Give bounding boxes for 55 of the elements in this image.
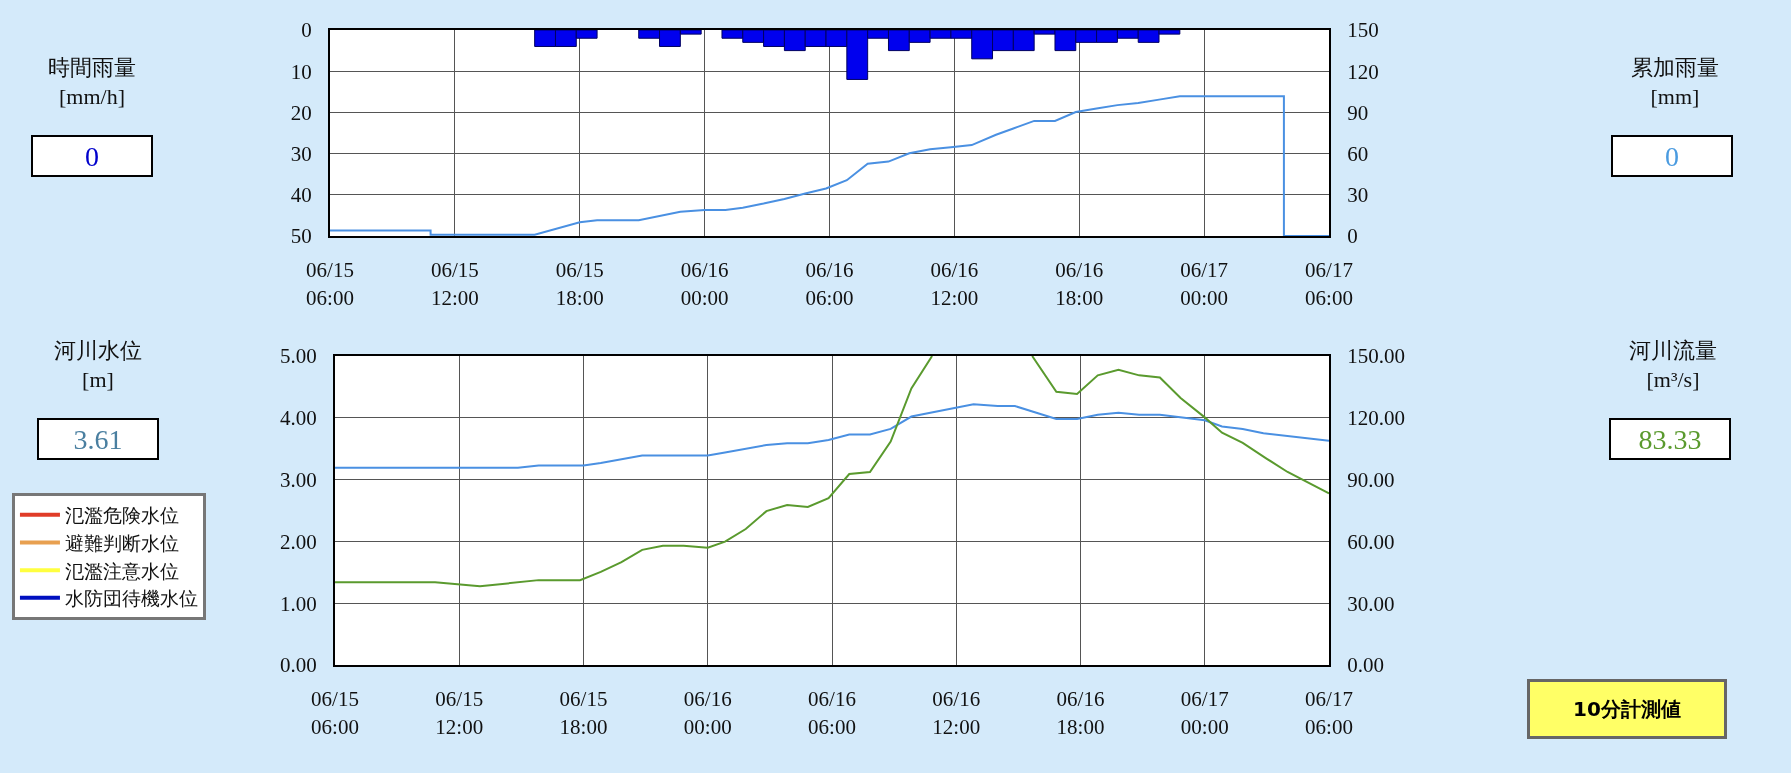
y2-tick-label: 0 [1347, 224, 1358, 249]
x-tick-label: 06/17 00:00 [1180, 258, 1229, 310]
x-tick-label: 06/16 00:00 [683, 687, 732, 739]
text: 3.61 [73, 423, 123, 455]
y-axis-title: 時間雨量 [mm/h] [48, 55, 136, 109]
y-tick-label: 40 [290, 183, 312, 208]
y2-tick-label: 30.00 [1347, 591, 1395, 616]
y-tick-label: 20 [290, 100, 312, 125]
x-tick-label: 06/16 12:00 [930, 258, 979, 310]
y-tick-label: 4.00 [280, 406, 317, 431]
text: 10分計測値 [1573, 697, 1681, 721]
y-tick-label: 30 [290, 141, 312, 166]
x-tick-label: 06/17 00:00 [1180, 687, 1229, 739]
y-axis-title: 河川水位 [m] [54, 338, 142, 392]
x-tick-label: 06/15 12:00 [435, 687, 484, 739]
text: 0 [1665, 140, 1679, 172]
x-tick-label: 06/16 18:00 [1056, 687, 1105, 739]
x-tick-label: 06/16 12:00 [932, 687, 981, 739]
y2-axis-title: 累加雨量 [mm] [1631, 55, 1719, 109]
y2-tick-label: 30 [1347, 183, 1369, 208]
y2-tick-label: 120.00 [1347, 406, 1405, 431]
y-tick-label: 1.00 [280, 591, 317, 616]
y-tick-label: 5.00 [280, 344, 317, 369]
y2-tick-label: 60.00 [1347, 529, 1395, 554]
y2-tick-label: 90 [1347, 100, 1369, 125]
x-tick-label: 06/15 18:00 [559, 687, 608, 739]
y-tick-label: 3.00 [280, 467, 317, 492]
y2-tick-label: 90.00 [1347, 467, 1395, 492]
x-tick-label: 06/16 06:00 [805, 258, 854, 310]
y-tick-label: 2.00 [280, 529, 317, 554]
y2-tick-label: 60 [1347, 141, 1369, 166]
x-tick-label: 06/15 06:00 [311, 687, 359, 739]
x-tick-label: 06/17 06:00 [1305, 258, 1353, 310]
legend-label: 水防団待機水位 [64, 588, 198, 610]
y2-tick-label: 0.00 [1347, 653, 1384, 678]
y-tick-label: 10 [290, 59, 312, 84]
y2-axis-title: 河川流量 [m³/s] [1629, 338, 1717, 392]
y-tick-label: 50 [290, 224, 312, 249]
x-tick-label: 06/15 18:00 [555, 258, 604, 310]
x-tick-label: 06/16 18:00 [1055, 258, 1104, 310]
text: 0 [85, 140, 99, 172]
y2-tick-label: 150.00 [1347, 344, 1405, 369]
legend-label: 氾濫注意水位 [64, 560, 179, 582]
y-tick-label: 0.00 [280, 653, 317, 678]
x-tick-label: 06/15 06:00 [306, 258, 354, 310]
x-tick-label: 06/16 06:00 [808, 687, 856, 739]
y-tick-label: 0 [301, 18, 312, 43]
y2-tick-label: 120 [1347, 59, 1379, 84]
legend-label: 避難判断水位 [64, 532, 179, 554]
x-tick-label: 06/17 06:00 [1305, 687, 1353, 739]
x-tick-label: 06/16 00:00 [680, 258, 729, 310]
y2-tick-label: 150 [1347, 18, 1379, 43]
legend-label: 氾濫危険水位 [64, 505, 179, 527]
x-tick-label: 06/15 12:00 [430, 258, 479, 310]
text: 83.33 [1638, 423, 1702, 455]
